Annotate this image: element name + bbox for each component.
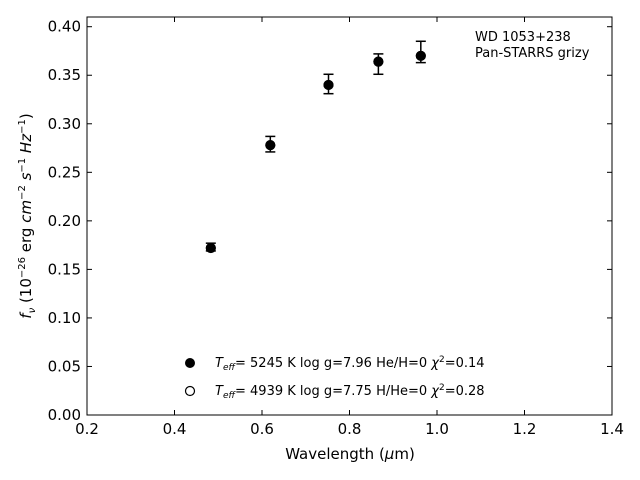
data-points [205, 50, 426, 254]
axis-ticks [86, 17, 613, 416]
x-tick-label: 1.4 [600, 420, 624, 438]
legend-entry-1: Teff= 5245 K log g=7.96 He/H=0 χ2=0.14 [215, 355, 485, 373]
x-tick-labels: 0.2 0.4 0.6 0.8 1.0 1.2 1.4 [75, 420, 624, 438]
y-tick-label: 0.35 [48, 66, 81, 84]
model-point-filled [373, 56, 384, 67]
x-tick-label: 0.4 [163, 420, 187, 438]
model-point-filled [415, 50, 426, 61]
x-tick-label: 1.0 [425, 420, 449, 438]
x-tick-label: 0.2 [75, 420, 99, 438]
model-point-filled [323, 79, 334, 90]
x-tick-label: 0.6 [250, 420, 274, 438]
error-bars [205, 40, 426, 252]
annotation-line-2: Pan-STARRS grizy [475, 46, 590, 61]
model-point-filled [265, 140, 276, 151]
y-tick-label: 0.15 [48, 260, 81, 278]
x-tick-label: 0.8 [338, 420, 362, 438]
y-tick-label: 0.20 [48, 212, 81, 230]
annotation-line-1: WD 1053+238 [475, 30, 571, 45]
x-axis-label: Wavelength (μm) [285, 445, 415, 463]
legend-marker-open [184, 385, 196, 397]
y-tick-label: 0.40 [48, 18, 81, 36]
y-tick-label: 0.00 [48, 406, 81, 424]
y-tick-labels: 0.00 0.05 0.10 0.15 0.20 0.25 0.30 0.35 0.40 [48, 18, 81, 424]
y-axis-label: fν (10−26 erg cm−2 s−1 Hz−1) [17, 113, 38, 318]
y-tick-label: 0.05 [48, 357, 81, 375]
legend-entry-2: Teff= 4939 K log g=7.75 H/He=0 χ2=0.28 [215, 383, 485, 401]
y-tick-label: 0.10 [48, 309, 81, 327]
legend: Teff= 5245 K log g=7.96 He/H=0 χ2=0.14 T… [184, 355, 485, 401]
model-point-filled [205, 243, 216, 254]
y-tick-label: 0.30 [48, 115, 81, 133]
y-tick-label: 0.25 [48, 163, 81, 181]
x-tick-label: 1.2 [513, 420, 537, 438]
legend-marker-filled [185, 358, 195, 368]
